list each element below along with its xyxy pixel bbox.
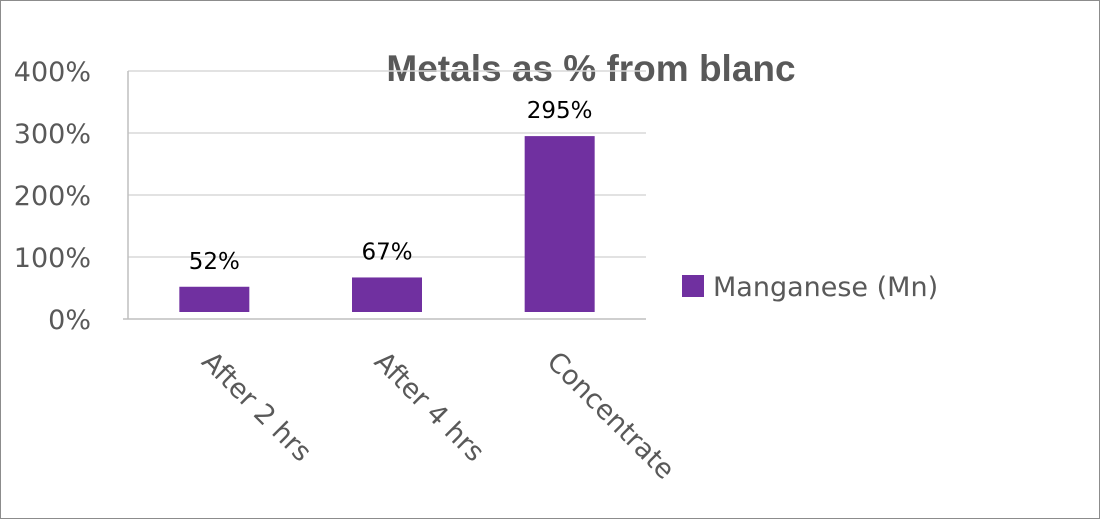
y-tick-label: 200%: [14, 181, 91, 212]
y-axis: 0% 100% 200% 300% 400%: [14, 57, 129, 336]
x-tick-label: Concentrate: [541, 346, 681, 486]
bars: 52% 67% 295%: [179, 98, 595, 312]
y-tick-label: 300%: [14, 119, 91, 150]
data-label: 67%: [361, 239, 412, 265]
x-axis: After 2 hrs After 4 hrs Concentrate: [123, 318, 681, 486]
bar: [179, 286, 250, 312]
y-tick-label: 100%: [14, 243, 91, 274]
x-tick-label: After 4 hrs: [368, 346, 490, 468]
y-tick-label: 400%: [14, 57, 91, 88]
x-tick-label: After 2 hrs: [195, 346, 317, 468]
chart-title: Metals as % from blanc: [386, 48, 795, 89]
legend-swatch: [682, 275, 704, 297]
data-label: 295%: [527, 98, 593, 124]
data-label: 52%: [189, 249, 240, 275]
bar: [524, 136, 595, 312]
legend-label: Manganese (Mn): [713, 272, 938, 303]
legend: Manganese (Mn): [682, 272, 938, 303]
bar: [352, 277, 422, 312]
y-tick-label: 0%: [48, 305, 91, 336]
